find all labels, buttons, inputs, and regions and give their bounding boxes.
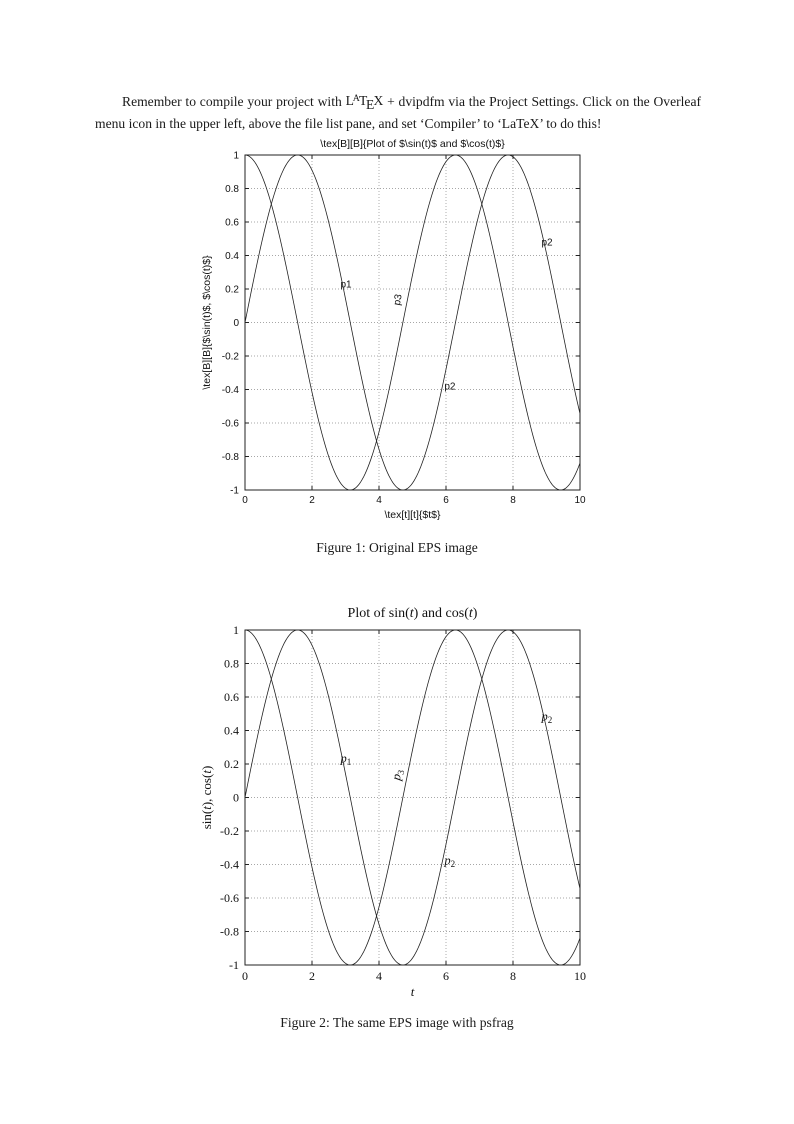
x-tick-label: 0: [242, 495, 248, 506]
figure-2-caption: Figure 2: The same EPS image with psfrag: [280, 1015, 514, 1030]
y-tick-label: 1: [233, 623, 239, 637]
plot-annotation: p2: [540, 709, 552, 725]
y-tick-label: -0.6: [222, 419, 240, 430]
latex-logo-letter: X: [373, 93, 384, 109]
plot-annotation: p3: [392, 293, 405, 306]
y-tick-label: -0.4: [220, 858, 239, 872]
y-tick-label: -1: [229, 958, 239, 972]
x-tick-label: 6: [443, 969, 449, 983]
latex-logo-letter: E: [365, 97, 375, 113]
plot-annotation: p2: [444, 382, 456, 393]
figure-2-plot: 0 2 4 6 8 10 -1 -0.8 -0.6 -0.4 -0.2 0 0.2 0.4 0.6 0.8 1 P…: [199, 606, 586, 999]
y-tick-label: -0.4: [222, 385, 240, 396]
y-tick-label: -0.8: [222, 452, 240, 463]
figure-1-plot: 0 2 4 6 8 10 -1 -0.8 -0.6 -0.4 -0.2 0 0.2 0.4 0.6 0.8 1 \…: [201, 138, 586, 521]
x-tick-label: 10: [574, 969, 586, 983]
sin-curve: [244, 629, 581, 966]
plot-annotation: p1: [340, 279, 352, 290]
axes-box: [244, 629, 581, 966]
x-tick-label: 8: [510, 969, 516, 983]
x-axis-label: \tex[t][t]{$t$}: [384, 509, 441, 521]
y-tick-label: 0.6: [225, 218, 239, 229]
y-tick-label: 0.6: [224, 690, 239, 704]
latex-logo: LATEX: [345, 92, 384, 113]
x-tick-label: 6: [443, 495, 449, 506]
plot-annotation: p3: [389, 768, 406, 783]
x-tick-label: 0: [242, 969, 248, 983]
plot-annotation: p1: [339, 751, 351, 767]
y-tick-label: 0: [233, 791, 239, 805]
x-tick-label: 2: [309, 969, 315, 983]
plot-annotation: p2: [541, 237, 553, 248]
y-tick-label: 1: [233, 151, 239, 162]
paragraph-text-before-latex: Remember to compile your project with: [122, 93, 346, 109]
chart-title: \tex[B][B]{Plot of $\sin(t)$ and $\cos(t…: [320, 138, 505, 150]
plot-annotation: p2: [443, 854, 455, 870]
x-tick-label: 4: [376, 969, 382, 983]
x-axis-label: t: [411, 984, 415, 999]
y-tick-label: -1: [230, 486, 239, 497]
y-tick-label: -0.8: [220, 925, 239, 939]
sin-curve: [244, 154, 581, 491]
y-tick-label: -0.6: [220, 891, 239, 905]
y-tick-label: 0.2: [224, 757, 239, 771]
axes-box: [244, 154, 581, 491]
y-tick-label: -0.2: [220, 824, 239, 838]
paragraph-text-after-latex: + dvipdfm via the Project Settings. Clic…: [95, 93, 702, 132]
y-tick-label: 0.8: [225, 184, 239, 195]
y-axis-label: \tex[B][B]{$\sin(t)$, $\cos(t)$}: [201, 255, 213, 390]
latex-logo-letter: L: [345, 93, 354, 109]
y-tick-label: -0.2: [222, 352, 240, 363]
cos-curve: [244, 629, 581, 966]
y-tick-label: 0.2: [225, 285, 239, 296]
chart-title: Plot of sin(t) and cos(t): [348, 606, 478, 621]
x-tick-label: 2: [309, 495, 315, 506]
latex-logo-letter: A: [352, 92, 360, 104]
y-tick-label: 0.8: [224, 657, 239, 671]
latex-logo-letter: T: [359, 93, 368, 109]
y-axis-label: sin(t), cos(t): [199, 766, 214, 830]
x-tick-label: 10: [574, 495, 586, 506]
x-tick-label: 8: [510, 495, 516, 506]
intro-paragraph: Remember to compile your project with LA…: [95, 89, 701, 134]
x-tick-label: 4: [376, 495, 382, 506]
y-tick-label: 0: [233, 318, 239, 329]
y-tick-label: 0.4: [225, 251, 239, 262]
y-tick-label: 0.4: [224, 724, 239, 738]
cos-curve: [244, 154, 581, 491]
figure-1-caption: Figure 1: Original EPS image: [316, 540, 478, 555]
